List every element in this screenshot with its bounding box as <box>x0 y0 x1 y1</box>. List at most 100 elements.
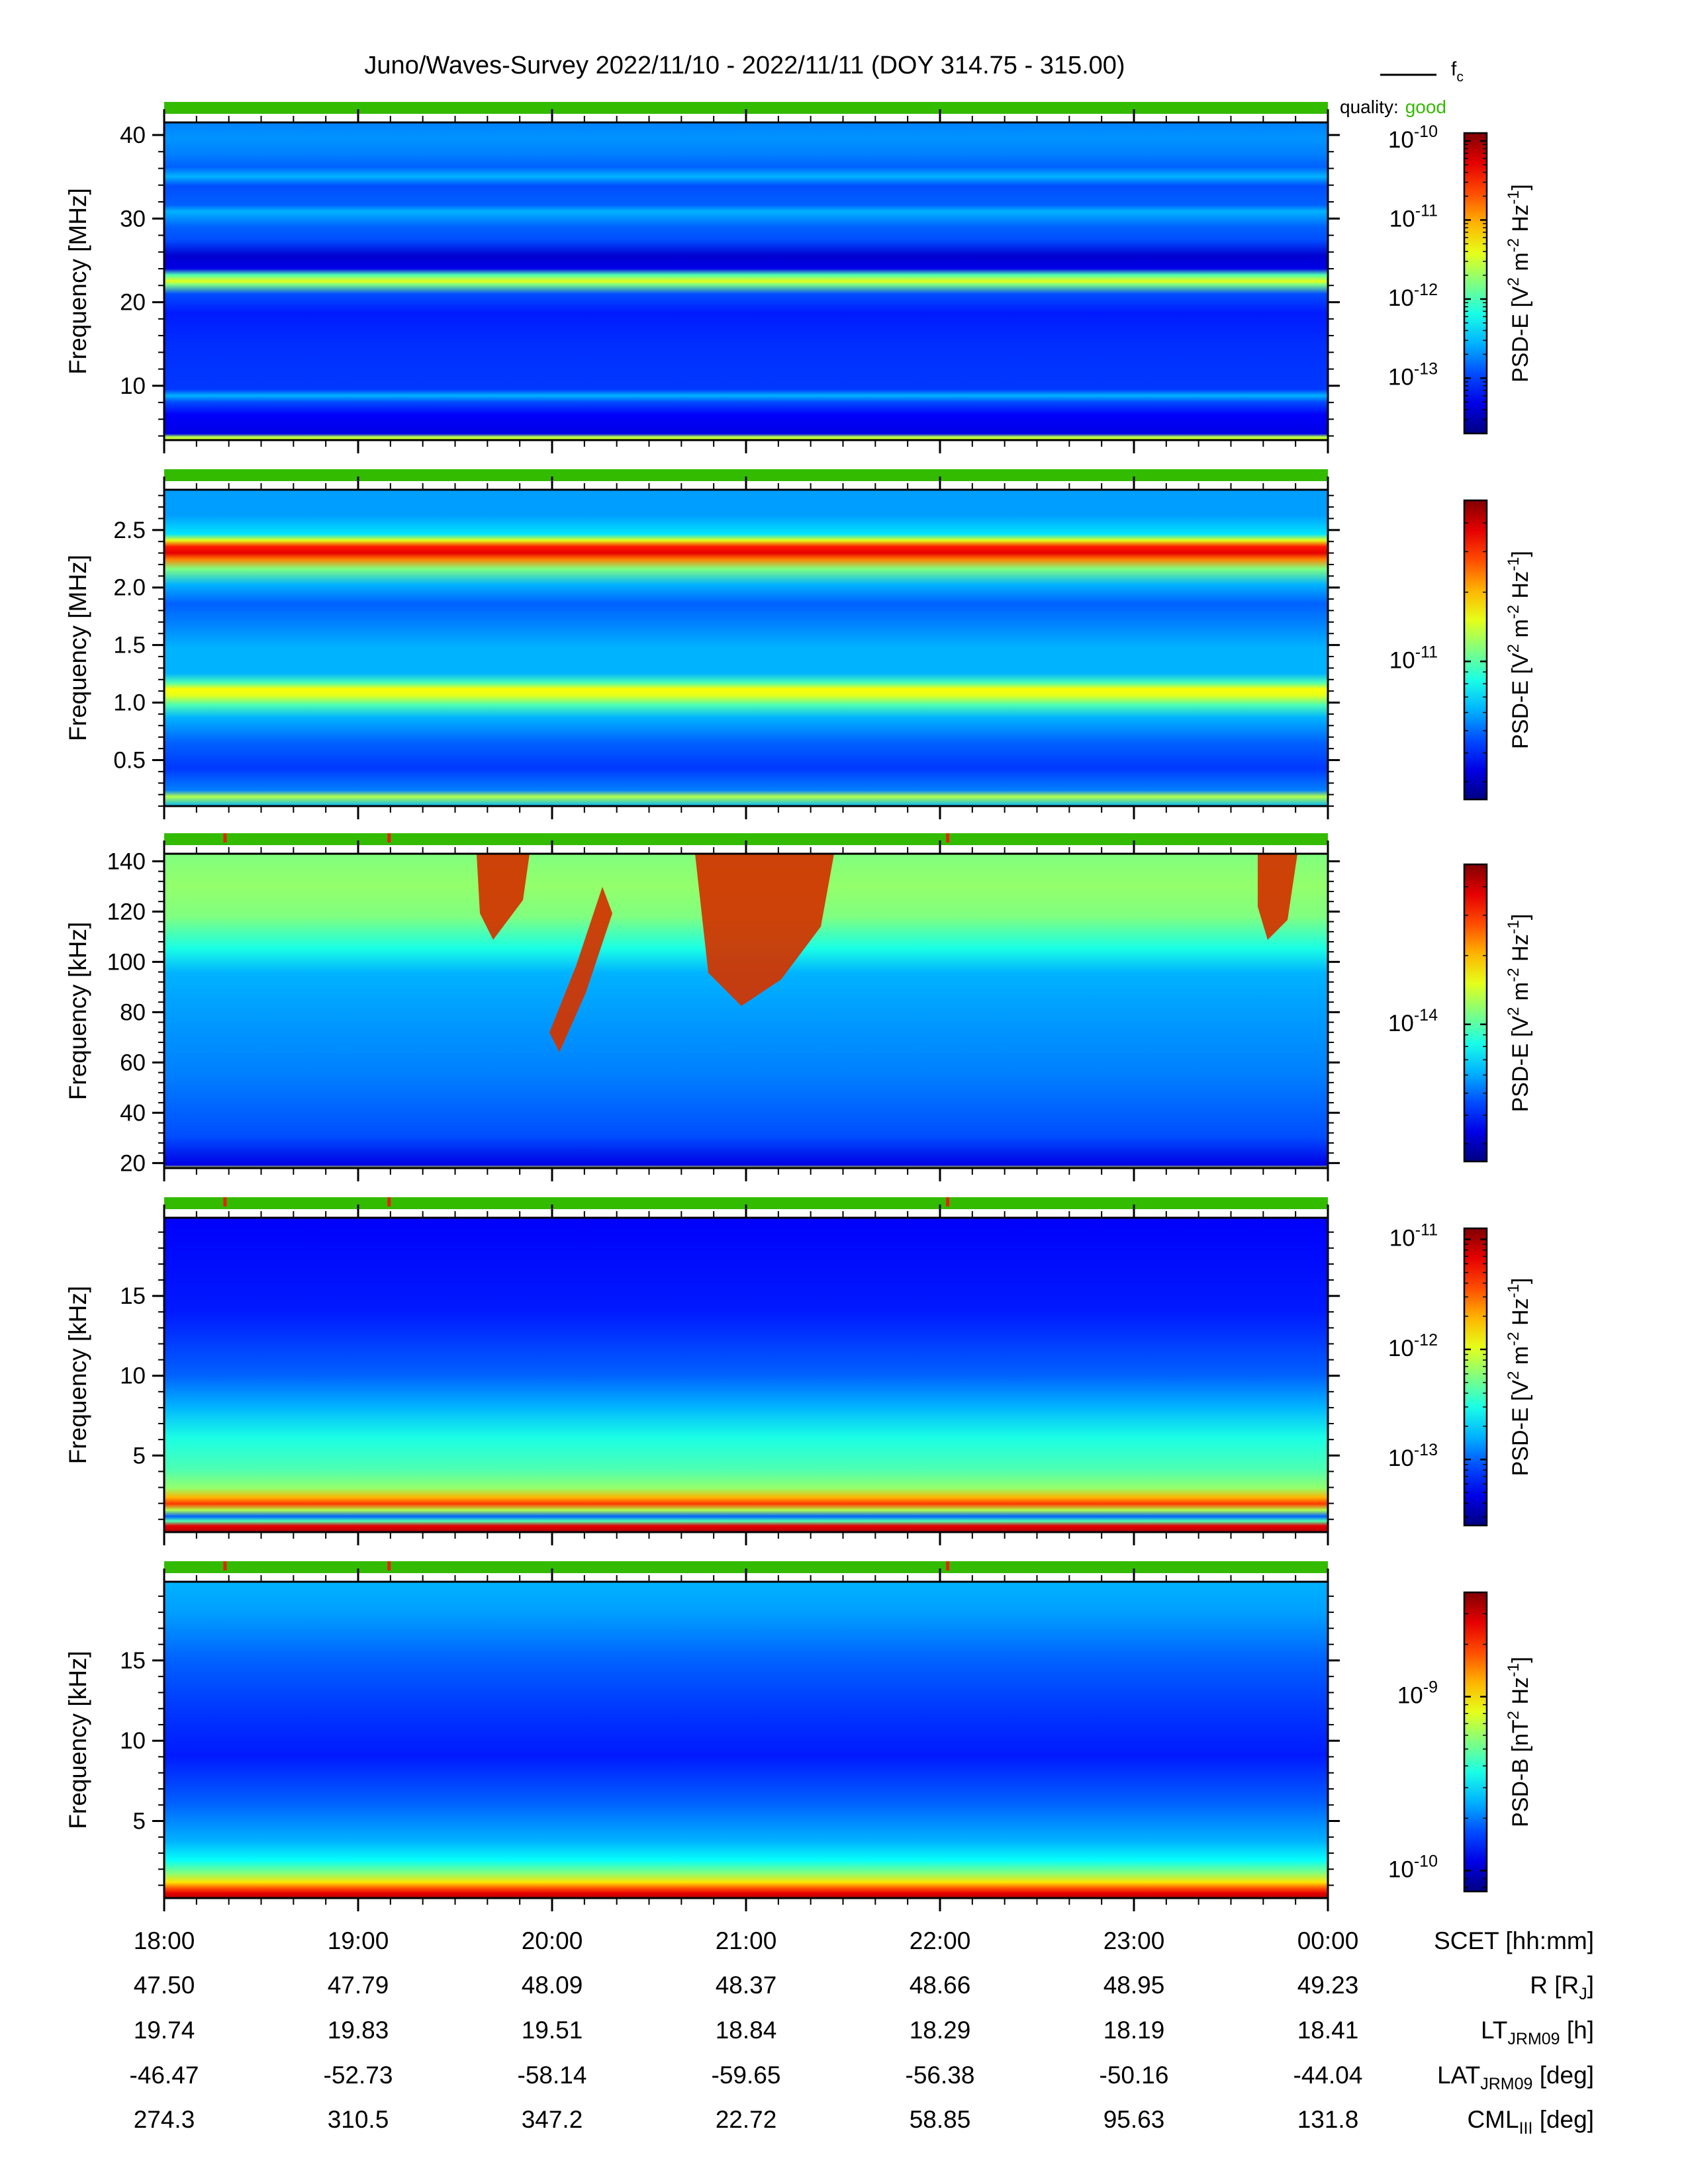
ephemeris-value: 58.85 <box>910 2106 971 2133</box>
ytick-label: 10 <box>120 1728 146 1754</box>
ytick-label: 80 <box>120 999 146 1025</box>
ephemeris-value: 19.83 <box>328 2017 389 2044</box>
colorbar-1 <box>1463 132 1488 435</box>
panels: 10 20 30 40 Frequency [MHz] 10-13 10-12 10-11 10… <box>64 102 1533 1911</box>
quality-value: good <box>1405 97 1446 117</box>
ytick-label: 2.0 <box>113 575 146 601</box>
ytick-label: 40 <box>120 1100 146 1126</box>
fc-legend-label: fc <box>1451 58 1464 85</box>
ephemeris-value: 18.41 <box>1297 2017 1359 2044</box>
ephemeris-label: LATJRM09 [deg] <box>1437 2062 1594 2093</box>
colorbar-2 <box>1463 499 1488 801</box>
colorbar-tick-label: 10-11 <box>1389 1221 1438 1251</box>
ephemeris-value: 95.63 <box>1103 2106 1165 2133</box>
ephemeris-value: 00:00 <box>1297 1927 1359 1954</box>
quality-flag <box>223 1197 227 1206</box>
ylabel-1: Frequency [MHz] <box>64 188 91 375</box>
radio-burst-3 <box>695 854 834 1006</box>
colorbar-label-1: PSD-E [V2 m-2 Hz-1] <box>1505 184 1533 383</box>
ytick-label: 100 <box>107 949 146 975</box>
quality-flag <box>223 1561 227 1570</box>
colorbar-tick-label: 10-10 <box>1388 1852 1438 1882</box>
ytick-label: 10 <box>120 373 146 399</box>
ephemeris-label: SCET [hh:mm] <box>1434 1927 1594 1954</box>
panel-4: 5 10 15 Frequency [kHz] 10-13 10-12 10-11 PSD-E… <box>64 1197 1533 1545</box>
colorbar-label-2: PSD-E [V2 m-2 Hz-1] <box>1505 551 1533 749</box>
quality-flag <box>223 833 227 842</box>
ephemeris-value: 20:00 <box>522 1927 583 1954</box>
ephemeris-value: -46.47 <box>130 2062 199 2089</box>
ephemeris-value: 23:00 <box>1103 1927 1165 1954</box>
ephemeris-value: 19.74 <box>134 2017 195 2044</box>
ephemeris-value: 19:00 <box>328 1927 389 1954</box>
ytick-label: 5 <box>133 1443 146 1469</box>
quality-bar-1 <box>164 102 1328 114</box>
ytick-label: 20 <box>120 1150 146 1176</box>
colorbar-5 <box>1463 1591 1488 1893</box>
colorbar-tick-label: 10-14 <box>1388 1006 1438 1036</box>
quality-flag <box>387 1561 391 1570</box>
colorbar-label-3: PSD-E [V2 m-2 Hz-1] <box>1505 914 1533 1113</box>
ephemeris-value: -44.04 <box>1293 2062 1363 2089</box>
colorbar-tick-label: 10-10 <box>1388 122 1438 153</box>
ephemeris-value: -52.73 <box>324 2062 393 2089</box>
ephemeris-value: 21:00 <box>716 1927 777 1954</box>
ytick-label: 1.0 <box>113 690 146 716</box>
colorbar-4 <box>1463 1227 1488 1527</box>
ytick-label: 10 <box>120 1363 146 1389</box>
ephemeris-value: -56.38 <box>906 2062 975 2089</box>
ephemeris-value: 48.66 <box>910 1972 971 1999</box>
ytick-label: 1.5 <box>113 633 146 659</box>
ytick-label: 15 <box>120 1283 146 1309</box>
radio-burst-2 <box>549 887 612 1052</box>
ytick-label: 2.5 <box>113 518 146 543</box>
quality-flag <box>946 833 950 842</box>
ephemeris-value: 48.95 <box>1103 1972 1165 1999</box>
colorbar-tick-label: 10-13 <box>1388 359 1438 390</box>
spectrogram-1 <box>164 122 1328 440</box>
ephemeris-label: CMLIII [deg] <box>1467 2106 1594 2138</box>
ephemeris-value: -50.16 <box>1100 2062 1169 2089</box>
ephemeris-row-4: -46.47 -52.73 -58.14 -59.65 -56.38 -50.16 -44.… <box>130 2062 1594 2093</box>
ephemeris-row-5: 274.3 310.5 347.2 22.72 58.85 95.63 131.8 CMLII… <box>134 2106 1594 2138</box>
ytick-label: 140 <box>107 848 146 874</box>
ephemeris-value: 131.8 <box>1297 2106 1359 2133</box>
ytick-label: 40 <box>120 122 146 148</box>
colorbar-tick-label: 10-11 <box>1389 201 1438 232</box>
ephemeris-label: LTJRM09 [h] <box>1481 2017 1594 2048</box>
panel-5: 5 10 15 Frequency [kHz] 10-10 10-9 PSD-B [nT2 … <box>64 1561 1533 1911</box>
ephemeris-row-1: 18:00 19:00 20:00 21:00 22:00 23:00 00:00 SCET … <box>134 1927 1594 1954</box>
ytick-label: 30 <box>120 206 146 232</box>
ephemeris-row-3: 19.74 19.83 19.51 18.84 18.29 18.19 18.41 LTJRM… <box>134 2017 1594 2048</box>
ephemeris-value: 47.79 <box>328 1972 389 1999</box>
spectrogram-2 <box>164 490 1328 806</box>
colorbar-label-5: PSD-B [nT2 Hz-1] <box>1505 1657 1533 1827</box>
ephemeris-table: 18:00 19:00 20:00 21:00 22:00 23:00 00:00 SCET … <box>130 1927 1594 2138</box>
ytick-label: 120 <box>107 899 146 925</box>
quality-bar-2 <box>164 469 1328 481</box>
legend: fc quality: good <box>1340 58 1464 117</box>
quality-flag <box>946 1561 950 1570</box>
ephemeris-value: 347.2 <box>522 2106 583 2133</box>
ylabel-2: Frequency [MHz] <box>64 555 91 741</box>
colorbar-tick-label: 10-9 <box>1397 1678 1438 1709</box>
radio-burst-1 <box>477 854 530 940</box>
ytick-label: 20 <box>120 290 146 316</box>
colorbar-3 <box>1463 863 1488 1163</box>
quality-legend: quality: good <box>1340 97 1446 117</box>
figure-title: Juno/Waves-Survey 2022/11/10 - 2022/11/1… <box>364 52 1125 79</box>
ephemeris-value: 48.09 <box>522 1972 583 1999</box>
quality-bar-3 <box>164 833 1328 845</box>
spectrogram-5 <box>164 1582 1328 1898</box>
ytick-label: 5 <box>133 1809 146 1835</box>
panel-2: 0.5 1.0 1.5 2.0 2.5 Frequency [MHz] 10-11 PSD-E… <box>64 469 1533 819</box>
ytick-label: 0.5 <box>113 747 146 773</box>
ephemeris-value: 18.84 <box>716 2017 777 2044</box>
ephemeris-value: 18:00 <box>134 1927 195 1954</box>
ephemeris-label: R [RJ] <box>1530 1972 1594 2003</box>
ephemeris-value: 274.3 <box>134 2106 195 2133</box>
panel-1: 10 20 30 40 Frequency [MHz] 10-13 10-12 10-11 10… <box>64 102 1533 453</box>
ephemeris-value: 49.23 <box>1297 1972 1359 1999</box>
ephemeris-value: 18.29 <box>910 2017 971 2044</box>
